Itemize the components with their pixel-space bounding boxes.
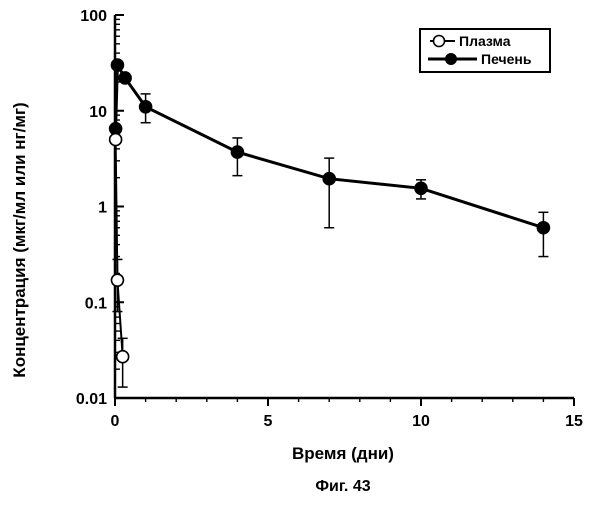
data-point-liver <box>537 222 549 234</box>
legend-label-plasma: Плазма <box>459 33 511 49</box>
y-tick-label: 0.01 <box>76 391 107 408</box>
x-axis-title: Время (дни) <box>292 444 394 463</box>
data-point-liver <box>323 173 335 185</box>
error-bars <box>112 94 548 387</box>
figure-caption: Фиг. 43 <box>315 478 370 495</box>
data-point-liver <box>231 146 243 158</box>
y-tick-label: 1 <box>98 200 107 217</box>
data-point-liver <box>140 101 152 113</box>
y-tick-label: 100 <box>80 8 107 25</box>
data-point-plasma <box>117 351 129 363</box>
data-point-liver <box>111 59 123 71</box>
data-point-liver <box>119 72 131 84</box>
x-tick-label: 10 <box>412 413 430 430</box>
legend: Плазма Печень <box>420 29 550 72</box>
x-tick-label: 15 <box>565 413 583 430</box>
data-point-liver <box>415 182 427 194</box>
y-tick-label: 10 <box>89 104 107 121</box>
legend-marker-plasma <box>434 36 445 47</box>
legend-marker-liver <box>446 54 457 65</box>
data-point-plasma <box>110 134 122 146</box>
x-tick-label: 0 <box>111 413 120 430</box>
x-tick-label: 5 <box>264 413 273 430</box>
legend-label-liver: Печень <box>481 51 532 67</box>
y-tick-label: 0.1 <box>85 295 107 312</box>
data-point-plasma <box>111 274 123 286</box>
y-axis-title: Концентрация (мкг/мл или нг/мг) <box>10 102 29 377</box>
